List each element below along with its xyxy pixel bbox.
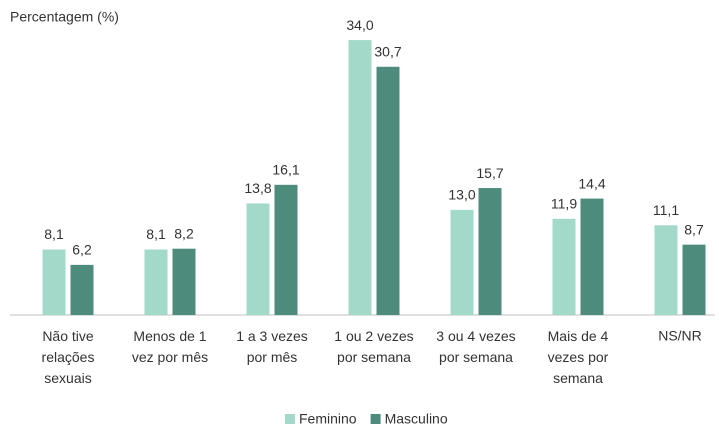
data-label: 13,0 <box>448 187 475 203</box>
legend-label: Masculino <box>385 411 448 427</box>
data-label: 16,1 <box>272 162 299 178</box>
data-label: 6,2 <box>72 242 92 258</box>
data-label: 8,2 <box>174 225 194 241</box>
bar <box>552 218 576 315</box>
bar <box>172 248 196 315</box>
legend-label: Feminino <box>299 411 357 427</box>
legend-swatch <box>285 414 295 424</box>
bar <box>682 244 706 315</box>
x-tick-label: Mais de 4 vezes por semana <box>548 328 609 386</box>
bar <box>376 66 400 315</box>
data-label: 8,1 <box>146 226 166 242</box>
legend-swatch <box>370 414 381 424</box>
data-label: 8,1 <box>44 226 64 242</box>
data-label: 30,7 <box>374 43 401 59</box>
data-label: 8,7 <box>684 221 704 237</box>
data-label: 15,7 <box>476 165 503 181</box>
bar <box>348 40 372 315</box>
x-tick-label: 1 ou 2 vezes por semana <box>334 328 413 365</box>
x-tick-label: Não tive relações sexuais <box>42 328 95 386</box>
data-label: 13,8 <box>244 180 271 196</box>
x-tick-label: 3 ou 4 vezes por semana <box>436 328 515 365</box>
bar <box>144 249 168 315</box>
x-tick-label: 1 a 3 vezes por mês <box>236 328 308 365</box>
data-label: 11,1 <box>653 202 679 218</box>
bar <box>478 188 502 315</box>
bar <box>580 198 604 315</box>
bar <box>42 249 66 315</box>
bar <box>450 209 474 315</box>
data-label: 11,9 <box>551 195 577 211</box>
bar <box>70 264 94 315</box>
y-axis-label: Percentagem (%) <box>10 9 119 25</box>
data-label: 34,0 <box>346 17 373 33</box>
bar <box>274 184 298 315</box>
x-tick-label: Menos de 1 vez por mês <box>132 328 208 365</box>
bar <box>654 225 678 315</box>
data-label: 14,4 <box>578 175 605 191</box>
x-tick-label: NS/NR <box>658 328 702 344</box>
bar <box>246 203 270 315</box>
